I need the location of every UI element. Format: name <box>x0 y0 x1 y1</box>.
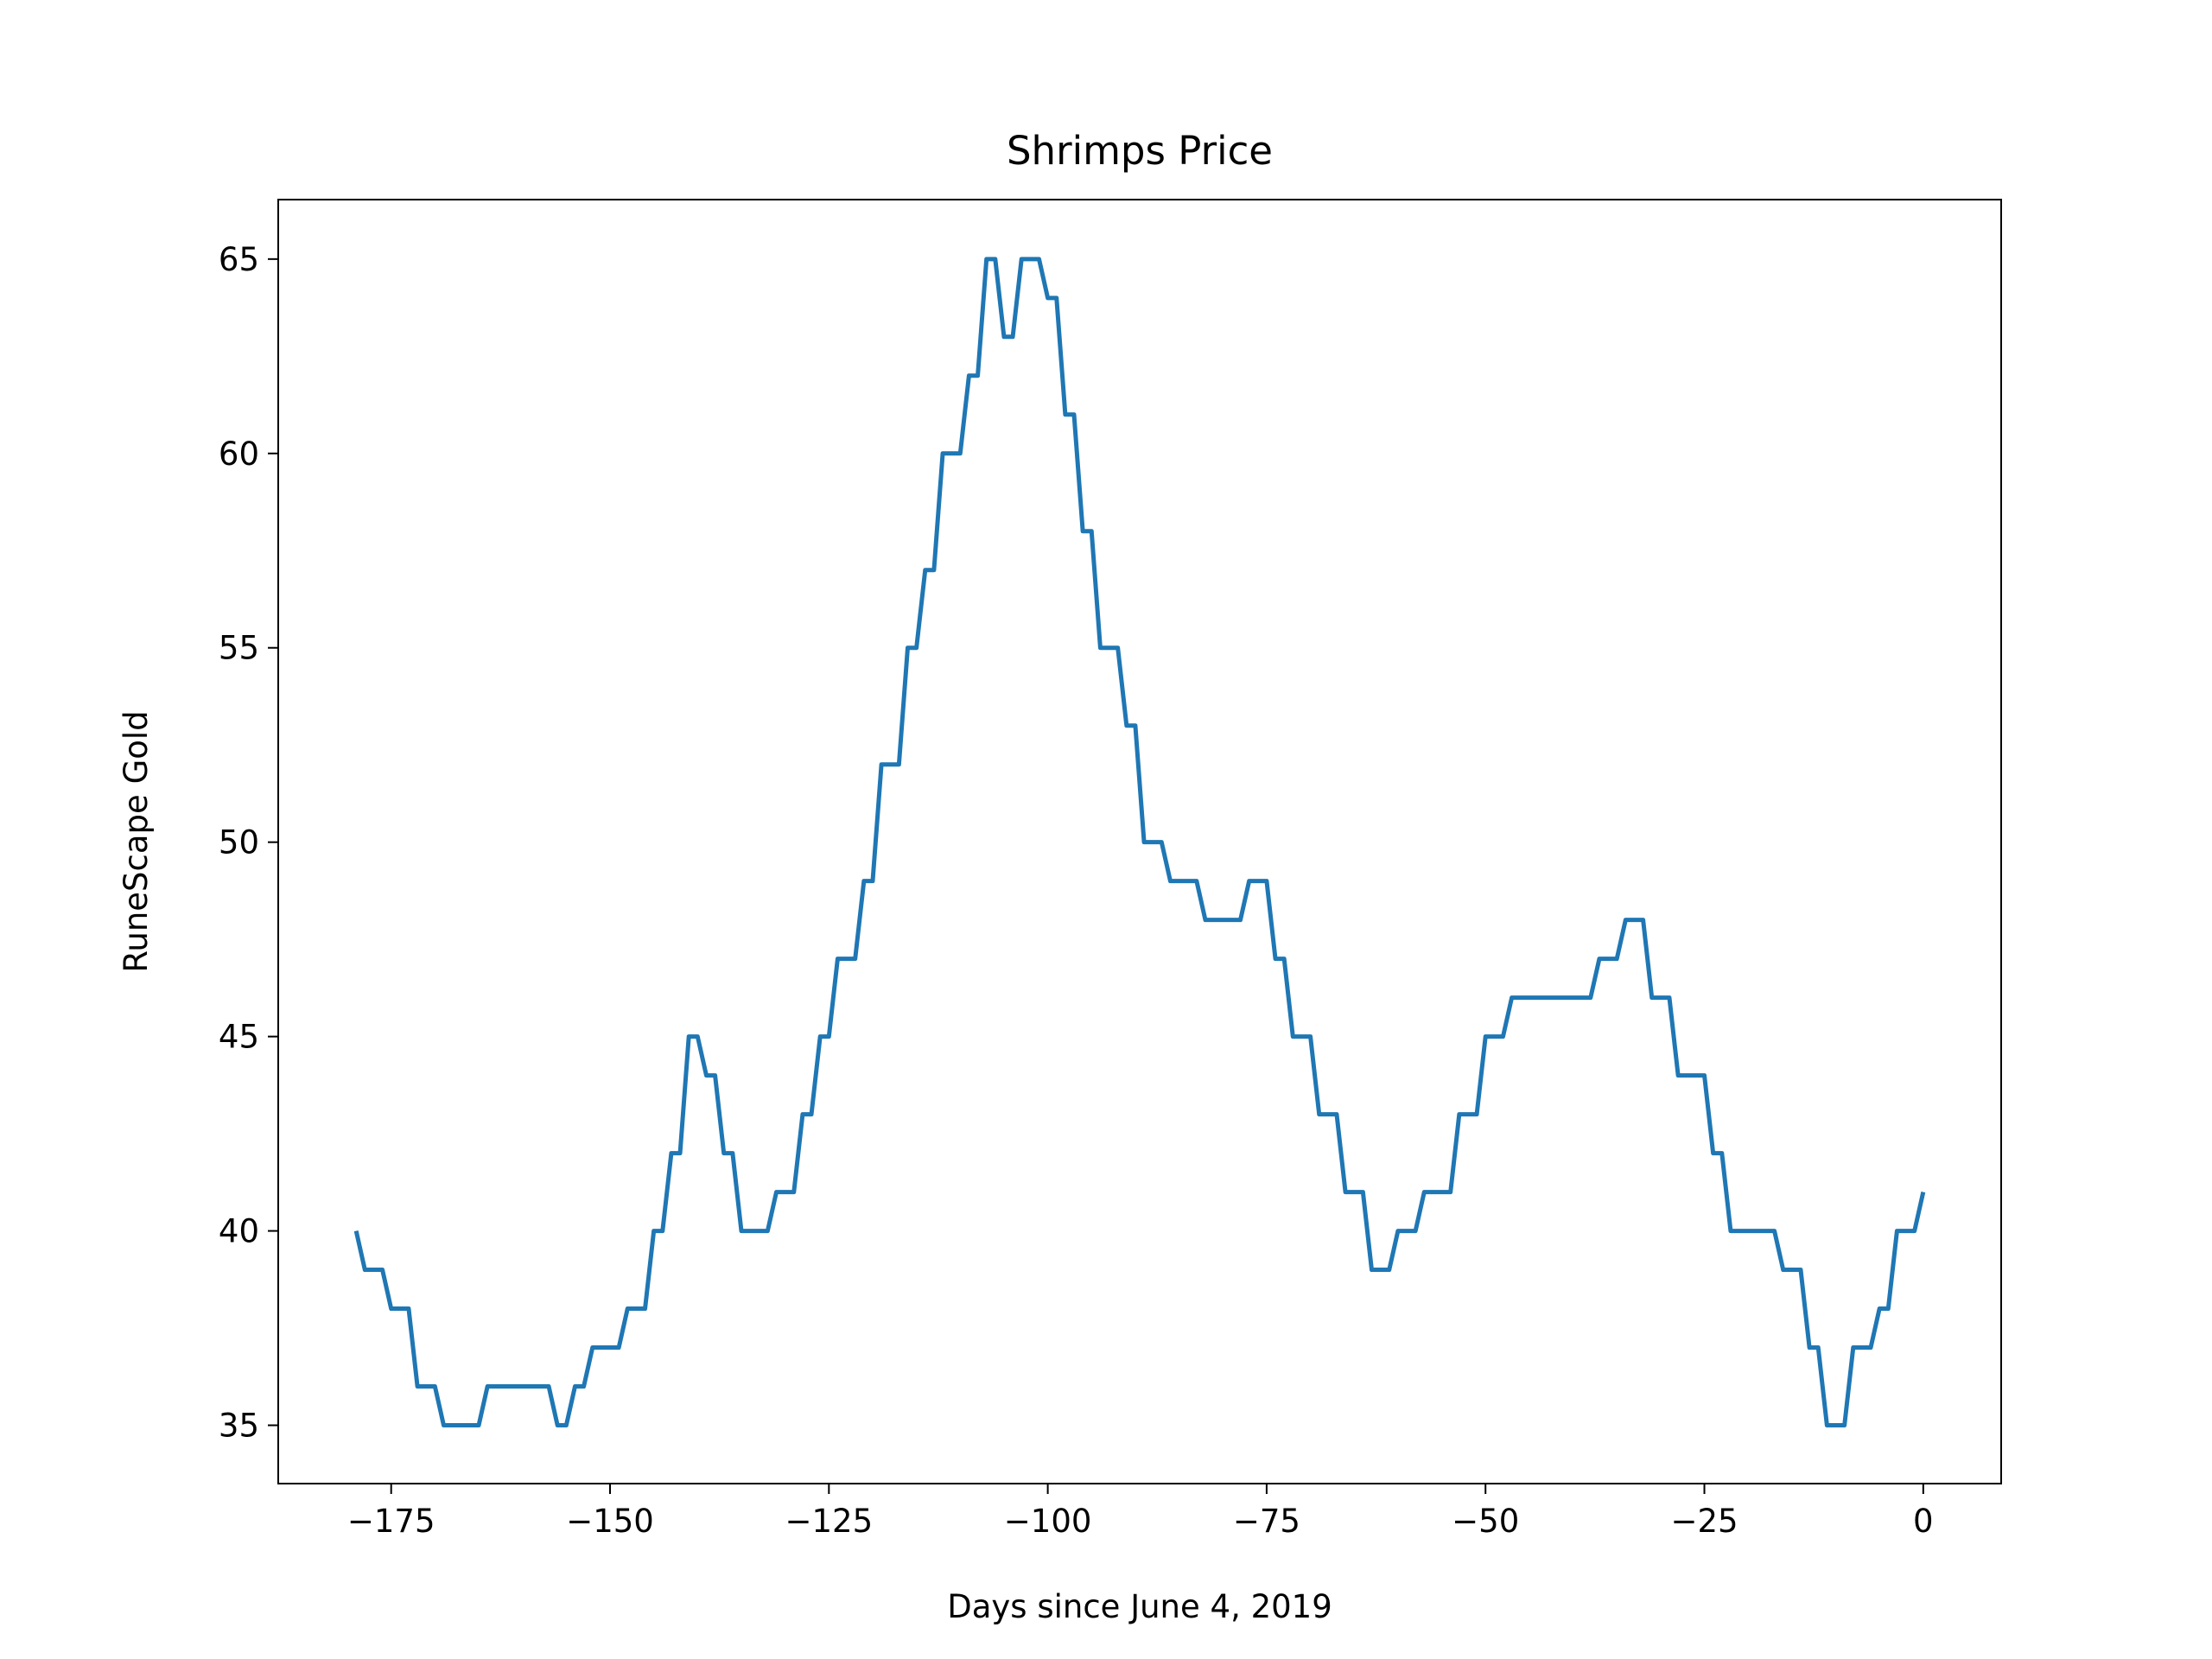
x-tick-label: −25 <box>1670 1503 1738 1540</box>
y-tick-label: 65 <box>219 241 259 278</box>
y-tick-label: 55 <box>219 630 259 667</box>
x-tick-label: −175 <box>347 1503 435 1540</box>
x-tick-label: −75 <box>1233 1503 1300 1540</box>
price-line <box>353 257 1926 1428</box>
chart-title: Shrimps Price <box>1007 128 1273 174</box>
y-tick-label: 60 <box>219 435 259 473</box>
x-tick-label: −100 <box>1004 1503 1092 1540</box>
x-tick-label: −50 <box>1452 1503 1519 1540</box>
plot-frame <box>277 199 2002 1484</box>
x-tick-label: 0 <box>1913 1503 1934 1540</box>
x-axis-label: Days since June 4, 2019 <box>947 1588 1332 1625</box>
y-tick-label: 45 <box>219 1019 259 1056</box>
x-tick-label: −125 <box>785 1503 873 1540</box>
y-axis-label: RuneScape Gold <box>118 710 155 972</box>
y-tick-label: 50 <box>219 824 259 861</box>
y-tick-label: 35 <box>219 1408 259 1445</box>
y-tick-label: 40 <box>219 1213 259 1250</box>
x-tick-label: −150 <box>566 1503 654 1540</box>
